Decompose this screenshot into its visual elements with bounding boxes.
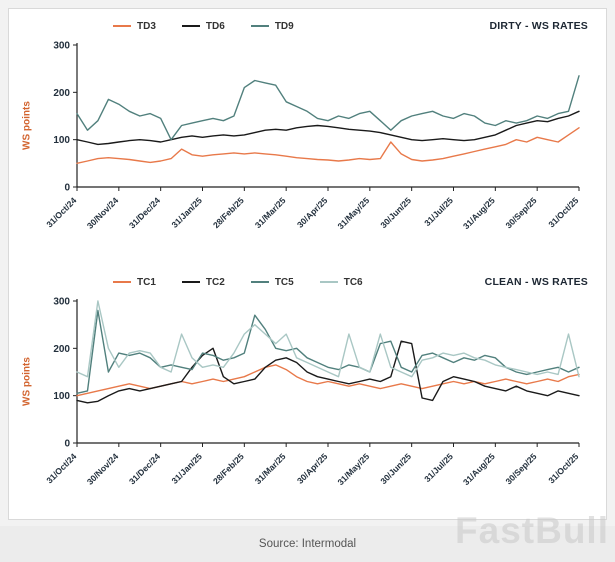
x-tick-label: 30/Apr/25: [295, 451, 330, 486]
legend-item-tc1[interactable]: TC1: [113, 277, 156, 288]
y-tick-label: 0: [64, 183, 70, 194]
y-tick-label: 100: [53, 135, 70, 146]
x-tick-label: 31/May/25: [335, 451, 371, 487]
y-tick-label: 100: [53, 391, 70, 402]
x-tick-label: 31/Oct/24: [44, 451, 78, 485]
source-text: Source: Intermodal: [258, 538, 357, 550]
clean-chart-block: TC1 TC2 TC5 TC6 CLEAN - WS RATES WS points …: [13, 271, 602, 521]
dirty-legend: TD3 TD6 TD9: [113, 21, 294, 32]
x-tick-label: 31/Aug/25: [461, 451, 497, 487]
x-tick-label: 31/Jan/25: [169, 195, 204, 230]
series-line-tc6: [76, 300, 580, 378]
series-line-tc2: [76, 340, 580, 404]
x-tick-label: 31/Dec/24: [127, 451, 162, 486]
dirty-chart-header: TD3 TD6 TD9 DIRTY - WS RATES: [13, 15, 602, 37]
x-tick-label: 31/Oct/24: [44, 195, 78, 229]
y-tick-label: 0: [64, 439, 70, 450]
legend-item-td9[interactable]: TD9: [250, 20, 294, 32]
legend-item-td3[interactable]: TD3: [113, 21, 156, 32]
clean-chart-header: TC1 TC2 TC5 TC6 CLEAN - WS RATES: [13, 271, 602, 293]
legend-swatch-td9: [250, 25, 269, 27]
x-tick-label: 30/Sep/25: [503, 451, 538, 486]
legend-swatch-td6: [181, 25, 200, 27]
series-line-td3: [76, 127, 580, 165]
clean-y-axis-label: WS points: [21, 357, 33, 406]
dirty-chart-title: DIRTY - WS RATES: [489, 20, 588, 32]
legend-label-td3: TD3: [137, 20, 156, 32]
legend-item-tc6[interactable]: TC6: [319, 276, 363, 288]
x-tick-label: 31/Jul/25: [422, 195, 455, 228]
legend-item-tc5[interactable]: TC5: [250, 276, 294, 288]
legend-label-tc2: TC2: [205, 276, 225, 288]
y-tick-label: 300: [53, 297, 70, 308]
x-tick-label: 30/Jun/25: [378, 451, 413, 486]
x-tick-label: 31/Aug/25: [461, 195, 497, 231]
x-tick-label: 31/Mar/25: [253, 451, 288, 486]
series-line-td6: [76, 110, 580, 146]
dirty-y-axis-label: WS points: [21, 101, 33, 150]
x-tick-label: 31/Dec/24: [127, 195, 162, 230]
legend-label-td6: TD6: [205, 20, 225, 32]
x-tick-label: 28/Feb/25: [211, 451, 246, 486]
footer: Source: Intermodal: [0, 526, 615, 562]
x-tick-label: 28/Feb/25: [211, 195, 246, 230]
legend-swatch-tc2: [181, 281, 200, 283]
legend-label-tc1: TC1: [137, 276, 156, 288]
y-tick-label: 200: [53, 344, 70, 355]
y-tick-label: 300: [53, 41, 70, 52]
x-tick-label: 31/Jul/25: [422, 451, 455, 484]
legend-label-td9: TD9: [274, 20, 294, 32]
x-tick-label: 30/Sep/25: [503, 195, 538, 230]
legend-item-tc2[interactable]: TC2: [181, 276, 225, 288]
legend-swatch-tc5: [250, 281, 269, 283]
x-tick-label: 31/Oct/25: [546, 195, 580, 229]
legend-label-tc5: TC5: [274, 276, 294, 288]
x-tick-label: 31/Jan/25: [169, 451, 204, 486]
x-tick-label: 31/May/25: [335, 195, 371, 231]
x-tick-label: 30/Apr/25: [295, 195, 330, 230]
chart-panel: TD3 TD6 TD9 DIRTY - WS RATES WS points 0 10…: [8, 8, 607, 520]
legend-item-td6[interactable]: TD6: [181, 20, 225, 32]
legend-label-tc6: TC6: [343, 276, 363, 288]
series-line-td9: [76, 75, 580, 141]
x-tick-label: 30/Nov/24: [85, 451, 121, 487]
y-tick-label: 200: [53, 88, 70, 99]
legend-swatch-tc1: [113, 281, 131, 283]
x-tick-label: 31/Mar/25: [253, 195, 288, 230]
clean-legend: TC1 TC2 TC5 TC6: [113, 277, 363, 288]
legend-swatch-td3: [113, 25, 131, 27]
x-tick-label: 30/Jun/25: [378, 195, 413, 230]
x-tick-label: 30/Nov/24: [85, 195, 121, 231]
legend-swatch-tc6: [319, 281, 338, 283]
x-tick-label: 31/Oct/25: [546, 451, 580, 485]
dirty-chart-block: TD3 TD6 TD9 DIRTY - WS RATES WS points 0 10…: [13, 15, 602, 265]
clean-chart-title: CLEAN - WS RATES: [484, 276, 588, 288]
